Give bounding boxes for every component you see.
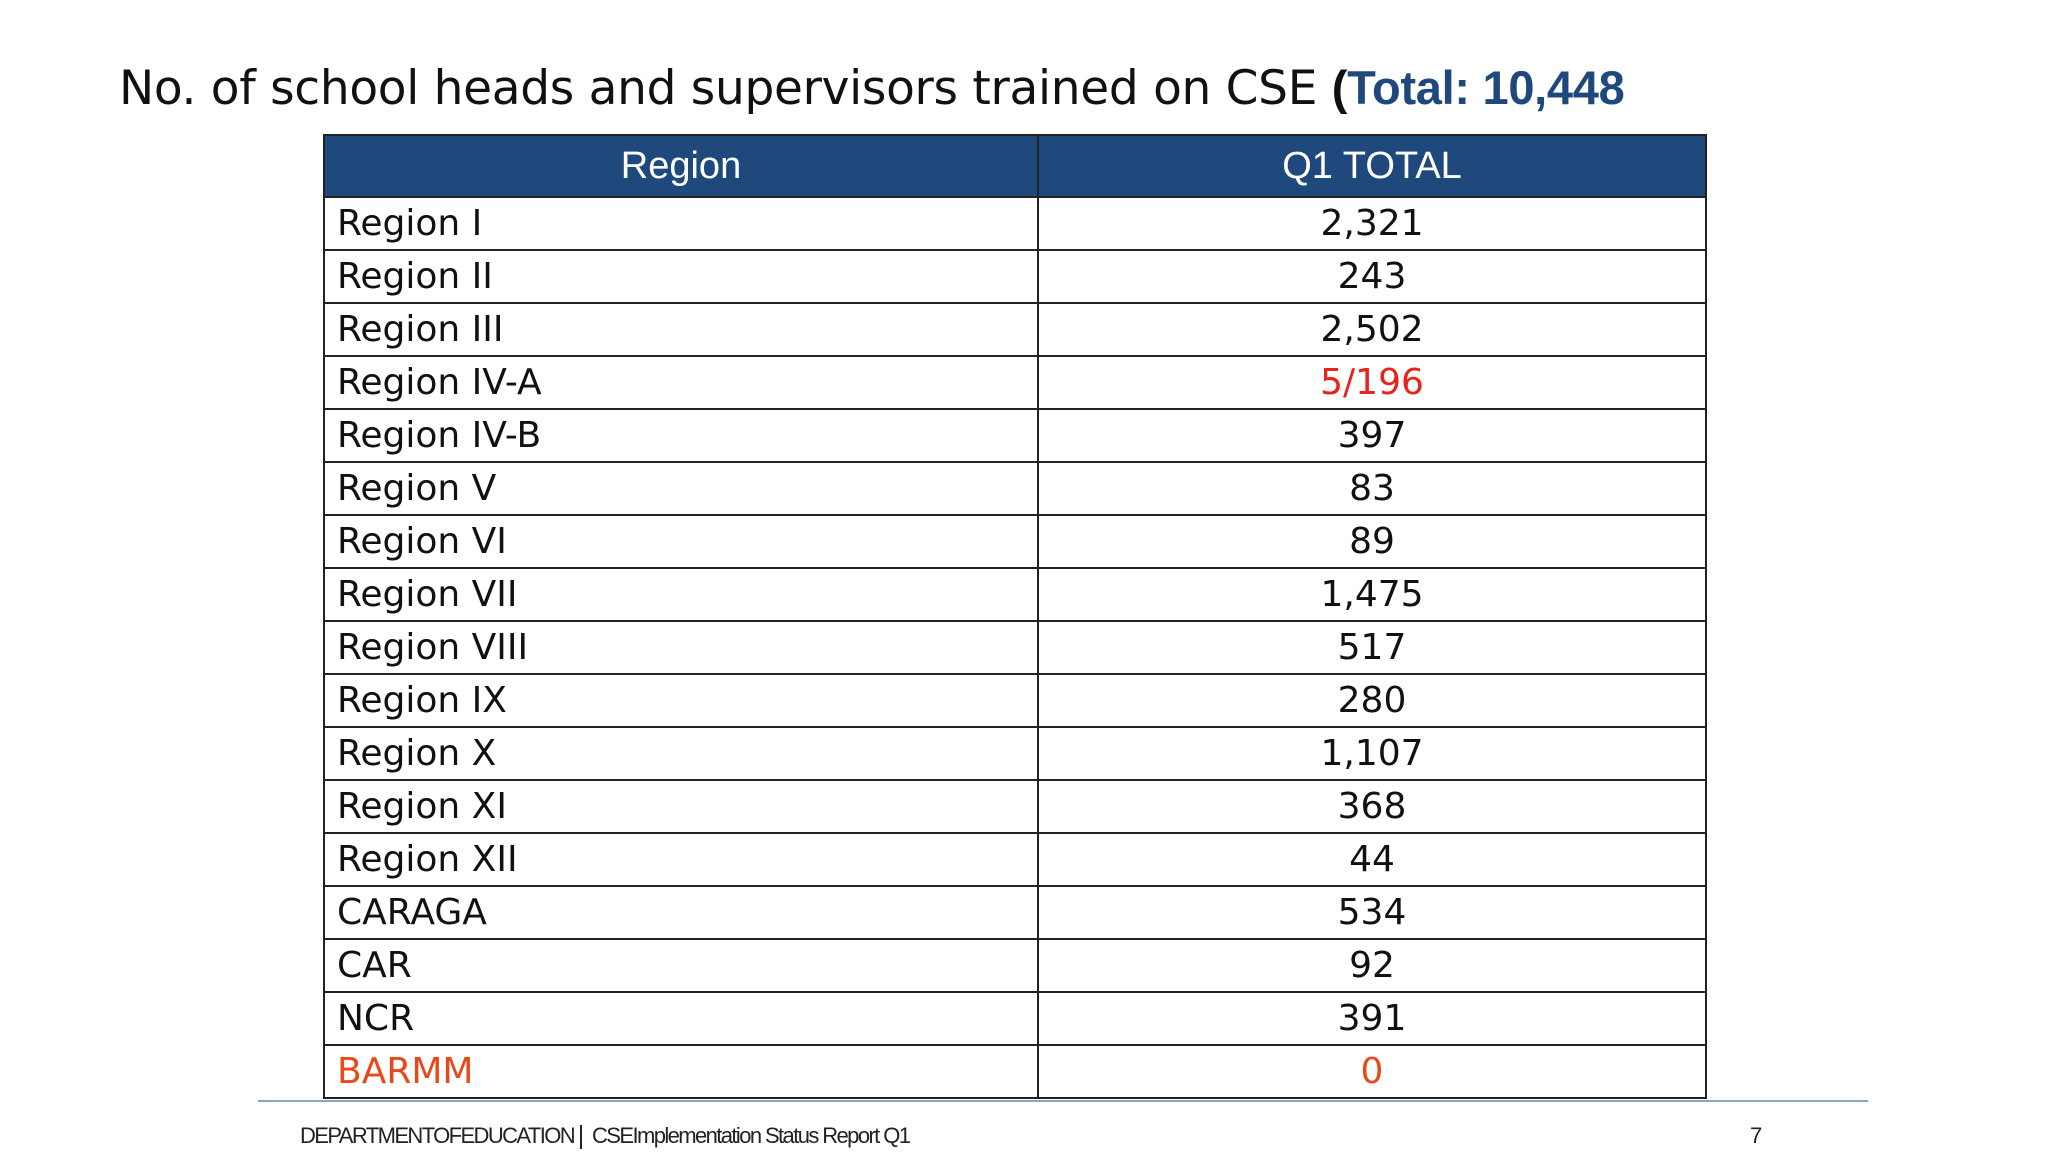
value-cell: 397: [1037, 408, 1707, 463]
table-row: Region II 243: [323, 249, 1707, 304]
footer-department: DEPARTMENTOFEDUCATION: [300, 1123, 576, 1148]
table-row: CAR 92: [323, 938, 1707, 993]
table-row: NCR 391: [323, 991, 1707, 1046]
value-cell: 391: [1037, 991, 1707, 1046]
region-cell: Region I: [323, 196, 1039, 251]
value-cell: 2,321: [1037, 196, 1707, 251]
page-number: 7: [1750, 1123, 1763, 1148]
value-cell: 280: [1037, 673, 1707, 728]
slide-title: No. of school heads and supervisors trai…: [119, 58, 1625, 119]
table-row: Region XII 44: [323, 832, 1707, 887]
region-cell: Region V: [323, 461, 1039, 516]
table-row: Region IV-A 5/196: [323, 355, 1707, 410]
footer-divider: [258, 1100, 1868, 1102]
region-cell: Region II: [323, 249, 1039, 304]
value-cell: 2,502: [1037, 302, 1707, 357]
region-cell: Region XII: [323, 832, 1039, 887]
table-row: CARAGA 534: [323, 885, 1707, 940]
table-row: Region VIII 517: [323, 620, 1707, 675]
title-main: No. of school heads and supervisors trai…: [119, 61, 1332, 116]
table-row: Region VI 89: [323, 514, 1707, 569]
region-cell: Region IV-B: [323, 408, 1039, 463]
region-cell: Region IV-A: [323, 355, 1039, 410]
title-paren: (: [1331, 61, 1348, 114]
value-cell: 83: [1037, 461, 1707, 516]
table-header-row: Region Q1 TOTAL: [323, 134, 1707, 198]
region-cell: Region IX: [323, 673, 1039, 728]
table-row: Region X 1,107: [323, 726, 1707, 781]
training-table: Region Q1 TOTAL Region I 2,321 Region II…: [323, 134, 1707, 1099]
table-row: Region III 2,502: [323, 302, 1707, 357]
table-row: Region IX 280: [323, 673, 1707, 728]
table-row: Region IV-B 397: [323, 408, 1707, 463]
region-cell: Region XI: [323, 779, 1039, 834]
region-cell: CAR: [323, 938, 1039, 993]
value-cell: 368: [1037, 779, 1707, 834]
header-q1-total: Q1 TOTAL: [1037, 134, 1707, 198]
table-row: BARMM 0: [323, 1044, 1707, 1099]
footer-separator: [580, 1125, 583, 1150]
region-cell: NCR: [323, 991, 1039, 1046]
region-cell: Region VI: [323, 514, 1039, 569]
value-cell: 89: [1037, 514, 1707, 569]
value-cell-highlight: 5/196: [1037, 355, 1707, 410]
value-cell-highlight: 0: [1037, 1044, 1707, 1099]
region-cell: Region X: [323, 726, 1039, 781]
value-cell: 92: [1037, 938, 1707, 993]
region-cell: Region VIII: [323, 620, 1039, 675]
footer-report: CSEImplementation Status Report Q1: [592, 1123, 911, 1148]
value-cell: 534: [1037, 885, 1707, 940]
region-cell-highlight: BARMM: [323, 1044, 1039, 1099]
footer-text: DEPARTMENTOFEDUCATION CSEImplementation S…: [300, 1123, 911, 1150]
table-row: Region XI 368: [323, 779, 1707, 834]
table-row: Region VII 1,475: [323, 567, 1707, 622]
value-cell: 517: [1037, 620, 1707, 675]
region-cell: CARAGA: [323, 885, 1039, 940]
table-row: Region V 83: [323, 461, 1707, 516]
header-region: Region: [323, 134, 1039, 198]
value-cell: 1,475: [1037, 567, 1707, 622]
title-total: Total: 10,448: [1347, 61, 1625, 114]
value-cell: 243: [1037, 249, 1707, 304]
value-cell: 1,107: [1037, 726, 1707, 781]
region-cell: Region VII: [323, 567, 1039, 622]
region-cell: Region III: [323, 302, 1039, 357]
value-cell: 44: [1037, 832, 1707, 887]
table-row: Region I 2,321: [323, 196, 1707, 251]
